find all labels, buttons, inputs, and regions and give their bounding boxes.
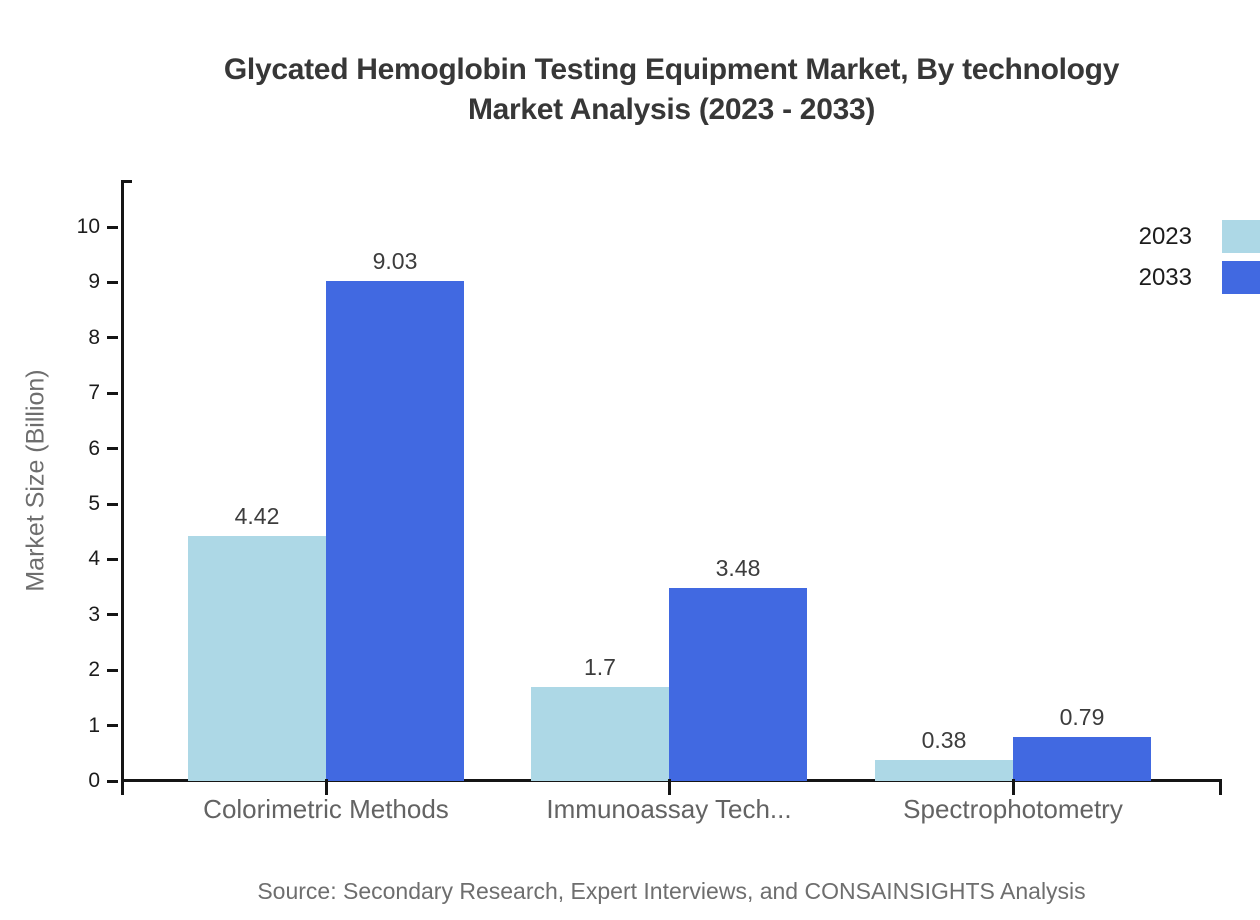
x-tick [324,779,328,795]
legend-label: 2023 [1138,222,1192,250]
y-tick [107,280,118,284]
y-axis-end-cap [121,180,132,183]
bar-2023-category-1 [188,536,326,781]
x-axis-end-cap [1219,779,1222,795]
y-tick-label: 5 [88,492,100,515]
y-tick-label: 4 [88,547,100,571]
bar-2033-category-3 [1013,737,1151,781]
y-tick-label: 2 [88,658,100,682]
bar-2023-category-3 [875,760,1013,781]
x-tick [1011,779,1015,795]
y-tick [107,724,118,728]
x-category-label: Colorimetric Methods [203,794,449,824]
y-tick [107,557,118,561]
y-tick [107,225,118,229]
y-tick-label: 8 [88,325,100,349]
bar-value-label: 4.42 [234,503,280,529]
legend-swatch [1222,261,1260,294]
y-tick-label: 6 [88,436,100,460]
y-tick-label: 9 [88,270,100,294]
x-category-label: Immunoassay Tech... [546,794,792,824]
legend-swatch [1222,220,1260,253]
bar-value-label: 9.03 [372,248,418,274]
y-tick-label: 7 [88,381,100,405]
y-tick [107,779,118,783]
y-tick [107,447,118,451]
legend: 2023 2033 [1139,220,1260,294]
x-tick [667,779,671,795]
legend-item-2033: 2033 [1139,261,1260,294]
y-tick [107,336,118,340]
bar-2033-category-2 [669,588,807,781]
source-note: Source: Secondary Research, Expert Inter… [257,878,1086,904]
chart-title-line2: Market Analysis (2023 - 2033) [467,93,876,126]
bar-value-label: 3.48 [715,555,761,581]
bar-2033-category-1 [326,281,464,781]
bar-2023-category-2 [531,687,669,781]
y-tick-label: 0 [88,769,100,792]
y-tick-label: 3 [88,602,100,626]
y-tick [107,502,118,506]
y-tick [107,613,118,617]
y-axis-line [121,180,124,795]
bar-value-label: 1.7 [584,654,616,680]
x-category-label: Spectrophotometry [903,794,1123,824]
y-tick [107,391,118,395]
bar-value-label: 0.79 [1059,704,1105,730]
legend-item-2023: 2023 [1139,220,1260,253]
y-tick [107,668,118,672]
chart-title-line1: Glycated Hemoglobin Testing Equipment Ma… [223,53,1120,86]
chart-title: Glycated Hemoglobin Testing Equipment Ma… [121,50,1222,130]
legend-label: 2033 [1138,263,1192,291]
y-tick-label: 1 [88,713,100,737]
bar-value-label: 0.38 [921,727,967,753]
y-tick-label: 10 [76,215,100,238]
